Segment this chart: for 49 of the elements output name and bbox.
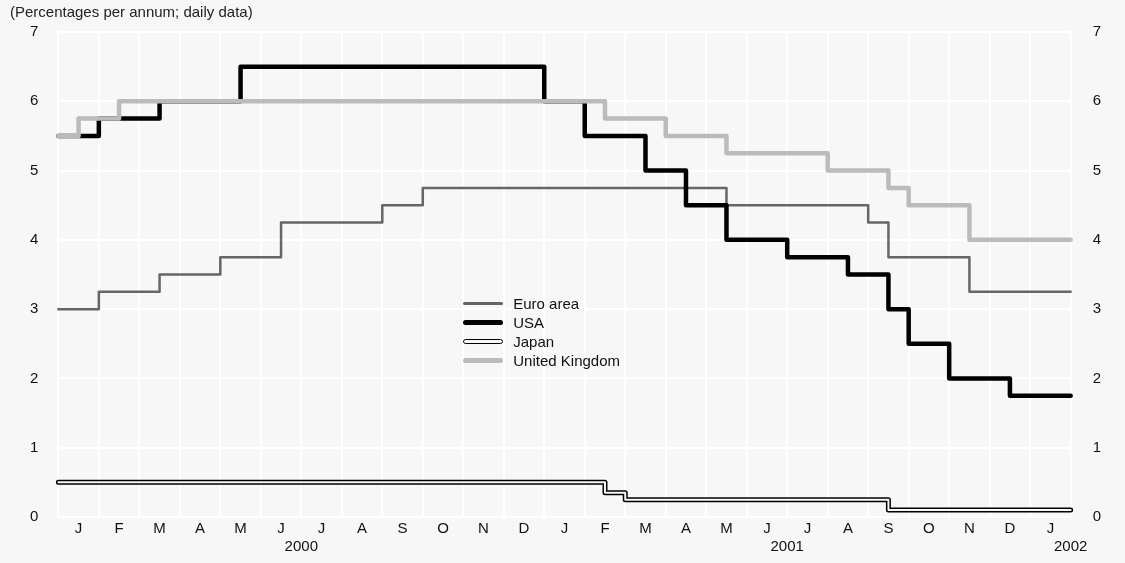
- y-tick-label: 1: [30, 437, 39, 455]
- x-tick-label: J: [277, 519, 285, 537]
- x-tick-label: S: [397, 519, 408, 537]
- x-tick-label: 2001: [770, 537, 804, 555]
- y2-tick-label: 2: [1092, 368, 1101, 386]
- x-tick-label: J: [803, 519, 812, 537]
- legend-label: Japan: [513, 332, 555, 350]
- y2-tick-label: 6: [1092, 91, 1101, 109]
- x-tick-label: A: [842, 519, 853, 537]
- y-tick-label: 0: [30, 507, 39, 525]
- x-tick-label: F: [600, 519, 610, 537]
- y-tick-label: 6: [30, 91, 39, 109]
- y-tick-label: 3: [30, 299, 39, 317]
- y-tick-label: 5: [30, 160, 39, 178]
- x-tick-label: J: [74, 519, 83, 537]
- x-tick-label: J: [763, 519, 771, 537]
- legend-label: United Kingdom: [513, 351, 620, 369]
- y-tick-label: 7: [30, 22, 39, 40]
- y2-tick-label: 0: [1092, 507, 1101, 525]
- x-tick-label: M: [639, 519, 652, 537]
- x-tick-label: M: [234, 519, 247, 537]
- y2-tick-label: 3: [1092, 299, 1101, 317]
- x-tick-label: 2002: [1053, 537, 1088, 555]
- x-tick-label: S: [883, 519, 894, 537]
- x-tick-label: N: [478, 519, 489, 537]
- x-tick-label: J: [560, 519, 569, 537]
- y-tick-label: 2: [30, 368, 39, 386]
- y2-tick-label: 4: [1092, 230, 1101, 247]
- x-tick-label: D: [518, 519, 530, 537]
- x-tick-label: N: [964, 519, 975, 537]
- x-tick-label: O: [923, 519, 935, 537]
- y-tick-label: 4: [30, 230, 39, 247]
- x-tick-label: J: [317, 519, 326, 537]
- legend-label: USA: [513, 313, 545, 331]
- y2-tick-label: 5: [1092, 160, 1101, 178]
- x-tick-label: D: [1004, 519, 1016, 537]
- x-tick-label: A: [195, 519, 206, 537]
- x-tick-label: M: [153, 519, 166, 537]
- x-tick-label: M: [720, 519, 733, 537]
- x-tick-label: 2000: [284, 537, 318, 555]
- x-tick-label: F: [114, 519, 124, 537]
- y2-tick-label: 1: [1092, 437, 1101, 455]
- chart-subtitle: (Percentages per annum; daily data): [10, 3, 253, 21]
- x-tick-label: A: [680, 519, 691, 537]
- legend-label: Euro area: [513, 294, 580, 312]
- x-tick-label: A: [357, 519, 368, 537]
- y2-tick-label: 7: [1092, 22, 1101, 40]
- x-tick-label: O: [437, 519, 449, 537]
- x-tick-label: J: [1046, 519, 1055, 537]
